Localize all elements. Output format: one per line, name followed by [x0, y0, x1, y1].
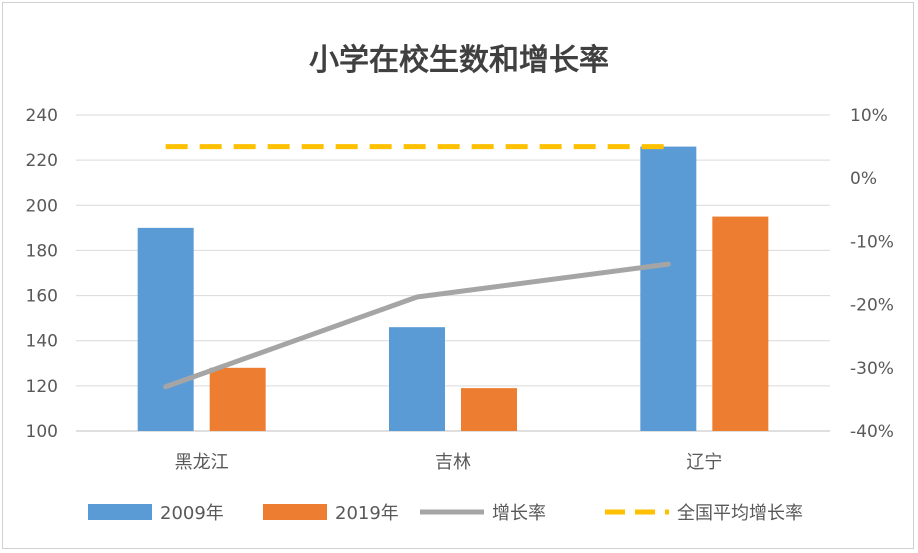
- right-tick-label: -10%: [850, 232, 894, 252]
- right-tick-label: -30%: [850, 359, 894, 379]
- legend-label: 2009年: [160, 503, 224, 524]
- legend-label: 2019年: [335, 503, 399, 524]
- left-tick-label: 160: [26, 287, 58, 307]
- right-tick-label: -40%: [850, 422, 894, 442]
- bars: [137, 146, 769, 431]
- legend-label: 全国平均增长率: [677, 503, 803, 524]
- bar-a: [137, 227, 194, 431]
- bar-b: [461, 388, 517, 431]
- left-tick-label: 140: [26, 332, 58, 352]
- left-tick-label: 120: [26, 377, 58, 397]
- legend-swatch: [88, 504, 152, 520]
- left-axis-ticks: 100 120 140 160 180 200 220 240: [26, 106, 58, 442]
- lines: [163, 144, 671, 390]
- bar-b: [712, 216, 769, 431]
- legend-swatch: [263, 504, 327, 520]
- right-tick-label: -20%: [850, 296, 894, 316]
- left-tick-label: 180: [26, 241, 58, 261]
- category-labels: 黑龙江 吉林 辽宁: [175, 452, 723, 473]
- growth-rate-line: [163, 261, 671, 390]
- left-tick-label: 240: [26, 106, 58, 126]
- legend: 2009年 2019年 增长率 全国平均增长率: [88, 503, 803, 524]
- right-axis-ticks: -40% -30% -20% -10% 0% 10%: [850, 106, 894, 442]
- right-tick-label: 10%: [850, 106, 888, 126]
- legend-label: 增长率: [492, 503, 546, 524]
- bar-b: [209, 367, 266, 431]
- category-label: 吉林: [435, 452, 471, 473]
- chart-title: 小学在校生数和增长率: [309, 43, 609, 78]
- category-label: 辽宁: [686, 452, 722, 473]
- gridlines: [76, 114, 830, 432]
- left-tick-label: 100: [26, 422, 58, 442]
- right-tick-label: 0%: [850, 169, 877, 189]
- left-tick-label: 200: [26, 196, 58, 216]
- bar-a: [389, 327, 445, 431]
- left-tick-label: 220: [26, 151, 58, 171]
- category-label: 黑龙江: [175, 452, 229, 473]
- bar-a: [640, 146, 697, 431]
